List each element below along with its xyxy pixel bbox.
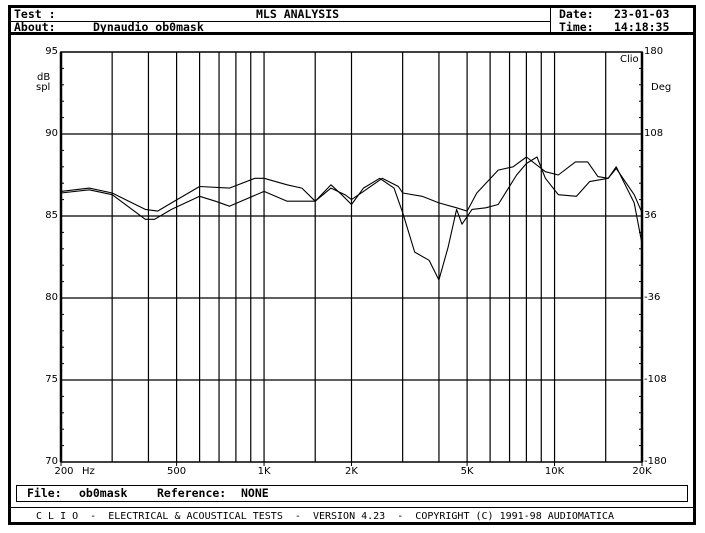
plot-grid <box>61 52 642 462</box>
about-label: About: <box>14 20 56 34</box>
x-tick-label: 20K <box>632 466 652 477</box>
left-unit-db: dB <box>37 72 51 83</box>
y2-tick-label: 108 <box>644 128 664 139</box>
y2-tick-label: -108 <box>644 374 667 385</box>
y2-tick-label: -180 <box>644 456 667 467</box>
y-tick-label: 75 <box>45 374 58 385</box>
x-tick-label: 500 <box>167 466 187 477</box>
reference-value: NONE <box>241 486 269 500</box>
test-label: Test : <box>14 7 56 21</box>
file-value: ob0mask <box>79 486 128 500</box>
right-unit-deg: Deg <box>651 82 672 93</box>
header-datetime-box: Date: 23-01-03 Time: 14:18:35 <box>550 5 696 35</box>
header-about-row: About: Dynaudio ob0mask <box>11 21 550 34</box>
x-tick-label: 2K <box>345 466 358 477</box>
time-label: Time: <box>559 20 594 34</box>
y-tick-label: 95 <box>45 46 58 57</box>
response-trace-1 <box>60 156 643 213</box>
y2-tick-label: -36 <box>644 292 661 303</box>
y-tick-label: 85 <box>45 210 58 221</box>
header-test-row: Test : MLS ANALYSIS <box>11 8 550 22</box>
x-tick-label: 10K <box>544 466 565 477</box>
y-tick-label: 80 <box>45 292 58 303</box>
file-label: File: <box>27 486 62 500</box>
analysis-title: MLS ANALYSIS <box>256 7 340 21</box>
clio-brand-label: Clio <box>620 54 639 65</box>
y2-tick-label: 180 <box>644 46 664 57</box>
header-title-box: Test : MLS ANALYSIS About: Dynaudio ob0m… <box>8 5 551 35</box>
x-tick-label: 5K <box>460 466 474 477</box>
response-trace-2 <box>60 156 643 281</box>
y-tick-label: 90 <box>45 128 58 139</box>
x-tick-label: 200 <box>54 466 74 477</box>
plot-border <box>60 51 643 463</box>
y2-tick-label: 36 <box>644 210 657 221</box>
time-value: 14:18:35 <box>614 20 670 34</box>
y-tick-label: 70 <box>45 456 58 467</box>
date-label: Date: <box>559 7 594 21</box>
about-value: Dynaudio ob0mask <box>93 20 204 34</box>
footer: C L I O - ELECTRICAL & ACOUSTICAL TESTS … <box>8 507 696 525</box>
traces <box>60 156 643 281</box>
reference-label: Reference: <box>157 486 227 500</box>
header: Test : MLS ANALYSIS About: Dynaudio ob0m… <box>8 5 696 35</box>
footer-copyright: C L I O - ELECTRICAL & ACOUSTICAL TESTS … <box>36 511 614 522</box>
left-unit-spl: spl <box>36 82 51 93</box>
x-tick-label: 1K <box>257 466 271 477</box>
x-unit-hz: Hz <box>82 466 95 477</box>
file-bar: File: ob0mask Reference: NONE <box>16 485 688 502</box>
date-value: 23-01-03 <box>614 7 670 21</box>
